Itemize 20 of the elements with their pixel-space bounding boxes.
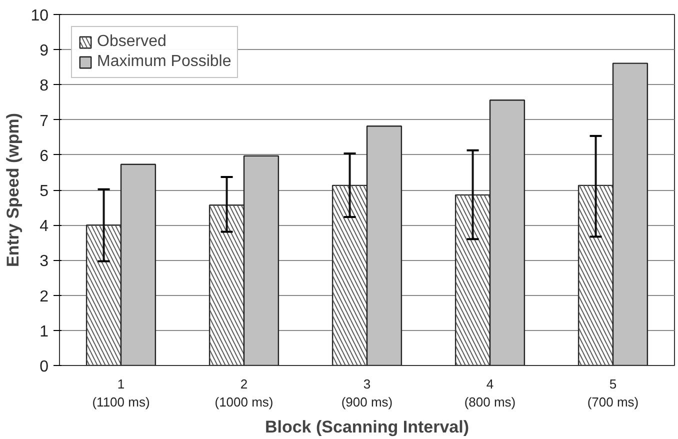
y-tick-label: 10 [30, 8, 49, 24]
y-tick-label: 9 [40, 42, 49, 60]
legend-label: Maximum Possible [97, 53, 232, 71]
legend-label: Observed [97, 33, 166, 51]
y-tick-label: 5 [40, 183, 49, 200]
x-tick-label: 3 (900 ms) [341, 376, 393, 410]
x-axis-title: Block (Scanning Interval) [264, 418, 470, 436]
y-tick-label: 6 [40, 148, 49, 165]
x-tick-label: 4 (800 ms) [464, 376, 516, 410]
x-tick-label: 5 (700 ms) [587, 376, 639, 410]
y-axis-title: Entry Speed (wpm) [4, 113, 23, 267]
x-tick-label: 1 (1100 ms) [92, 376, 150, 410]
x-tick-label: 2 (1000 ms) [214, 376, 274, 410]
y-tick-label: 0 [40, 358, 49, 376]
y-tick-label: 4 [40, 218, 49, 236]
y-tick-label: 8 [40, 78, 49, 95]
y-tick-label: 3 [40, 253, 49, 270]
y-tick-label: 7 [40, 112, 49, 130]
y-tick-label: 1 [40, 323, 49, 340]
y-tick-label: 2 [40, 288, 49, 306]
